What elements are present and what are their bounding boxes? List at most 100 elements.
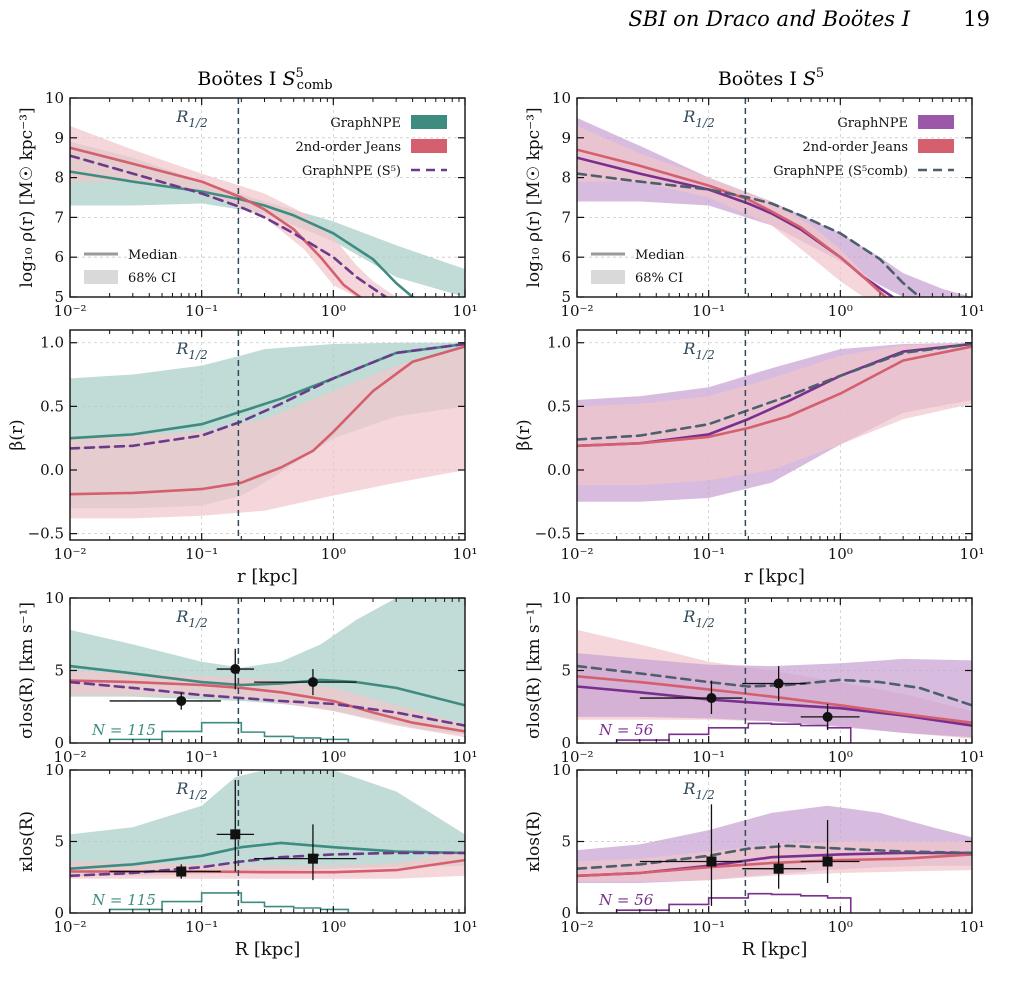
y-axis-label: β(r) — [7, 419, 27, 450]
y-tick-label: 0.0 — [40, 461, 64, 479]
data-point — [109, 692, 221, 710]
y-axis-label: log₁₀ ρ(r) [M☉ kpc⁻³] — [524, 107, 544, 287]
data-point — [216, 780, 255, 872]
legend-label: GraphNPE (S⁵comb) — [773, 164, 908, 179]
r-half-subscript: 1/2 — [188, 348, 207, 362]
x-tick-label: 10⁻² — [53, 545, 86, 563]
median-line-2nd-order-jeans — [577, 148, 887, 297]
data-point — [742, 842, 807, 889]
y-tick-label: 1.0 — [547, 334, 571, 352]
y-tick-label: 5 — [54, 833, 64, 851]
r-half-subscript: 1/2 — [188, 616, 207, 630]
x-tick-label: 10⁻² — [560, 302, 593, 320]
x-tick-label: 10⁻¹ — [692, 918, 725, 936]
band-graphnpe — [577, 653, 972, 738]
y-tick-label: 0 — [561, 904, 571, 922]
x-tick-label: 10⁻² — [53, 918, 86, 936]
y-tick-label: 10 — [552, 589, 571, 607]
legend-swatch — [411, 139, 447, 153]
x-tick-label: 10⁰ — [828, 545, 853, 563]
x-tick-label: 10⁻¹ — [185, 545, 218, 563]
y-tick-label: −0.5 — [535, 525, 571, 543]
x-tick-label: 10⁻² — [560, 918, 593, 936]
data-point — [800, 703, 860, 730]
legend-label: 2nd-order Jeans — [803, 140, 908, 155]
y-tick-label: 10 — [45, 761, 64, 779]
data-point — [742, 666, 807, 701]
data-point — [254, 824, 357, 881]
sample-size-label: N = 56 — [598, 721, 654, 739]
x-tick-label: 10⁻¹ — [692, 545, 725, 563]
plot-area — [577, 770, 972, 913]
x-tick-label: 10⁻² — [53, 302, 86, 320]
data-point — [254, 669, 357, 696]
median-line-graphnpe — [577, 685, 972, 727]
median-line-2nd-order-jeans — [70, 146, 362, 297]
x-tick-label: 10⁻² — [560, 545, 593, 563]
legend-label: GraphNPE — [330, 116, 401, 131]
median-line-2nd-order-jeans — [70, 679, 465, 733]
plot-area — [70, 330, 465, 540]
sample-size-label: N = 115 — [91, 891, 156, 909]
column-title-left-symbol: S — [282, 68, 295, 90]
page-number: 19 — [963, 7, 990, 31]
r-half-subscript: 1/2 — [188, 116, 207, 130]
marker-square — [773, 863, 784, 874]
legend-swatch — [918, 115, 954, 129]
y-axis-label: β(r) — [514, 419, 534, 450]
y-tick-label: 7 — [561, 208, 571, 226]
marker-square — [822, 856, 833, 867]
panel-kappa_left: 10⁻² 10⁻¹ 10⁰ 10¹ 0 5 10 κlos(R) R [kpc] R1/2 N = … — [17, 761, 478, 960]
x-tick-label: 10⁰ — [828, 748, 853, 766]
x-tick-label: 10⁻¹ — [185, 918, 218, 936]
sample-size-label: N = 115 — [91, 721, 156, 739]
y-tick-label: 1.0 — [40, 334, 64, 352]
marker-circle — [773, 678, 784, 689]
legend-swatch — [411, 115, 447, 129]
dashed-line-graphnpe-s- — [70, 154, 387, 297]
legend-ci-swatch — [591, 270, 625, 284]
y-tick-label: 9 — [561, 129, 571, 147]
legend-ci-label: 68% CI — [635, 271, 683, 286]
panel-rho_left: 10⁻² 10⁻¹ 10⁰ 10¹ 5 6 7 8 9 10 log₁₀ ρ(r) [M☉ kpc⁻… — [17, 89, 478, 320]
dashed-line-graphnpe-s- — [70, 680, 465, 727]
marker-circle — [706, 693, 717, 704]
marker-circle — [176, 695, 187, 706]
median-line-2nd-order-jeans — [577, 345, 972, 448]
data-point — [639, 680, 743, 714]
data-point — [800, 820, 860, 883]
plot-area — [577, 598, 972, 743]
data-point — [216, 648, 255, 690]
dashed-line-graphnpe-s-comb- — [577, 844, 972, 870]
y-tick-label: 9 — [54, 129, 64, 147]
y-axis-label: κlos(R) — [524, 811, 544, 872]
legend-swatch — [918, 139, 954, 153]
column-title-right-main: Boötes I — [718, 68, 803, 90]
x-axis-label: r [kpc] — [744, 566, 805, 587]
r-half-subscript: 1/2 — [695, 348, 714, 362]
column-title-left-sup: 5 — [296, 66, 304, 81]
marker-square — [230, 829, 241, 840]
panel-sigma_left: 10⁻² 10⁻¹ 10⁰ 10¹ 0 5 10 σlos(R) [km s⁻¹] R1/2 N … — [17, 589, 478, 766]
marker-circle — [230, 664, 241, 675]
legend-label: GraphNPE (S⁵) — [302, 164, 401, 179]
y-tick-label: −0.5 — [28, 525, 64, 543]
y-tick-label: 0 — [561, 734, 571, 752]
y-tick-label: 6 — [561, 248, 571, 266]
legend-median-label: Median — [635, 248, 685, 263]
x-tick-label: 10¹ — [959, 748, 984, 766]
column-title-left-main: Boötes I — [197, 68, 282, 90]
legend-label: GraphNPE — [837, 116, 908, 131]
y-axis-label: σlos(R) [km s⁻¹] — [524, 602, 544, 739]
x-tick-label: 10⁻¹ — [692, 302, 725, 320]
dashed-line-graphnpe-s- — [70, 342, 465, 450]
r-half-label: R1/2 — [175, 779, 207, 802]
x-tick-label: 10⁰ — [828, 918, 853, 936]
data-histogram — [108, 721, 350, 743]
r-half-label: R1/2 — [682, 107, 714, 130]
median-line-2nd-order-jeans — [577, 675, 972, 724]
marker-circle — [307, 677, 318, 688]
x-tick-label: 10¹ — [959, 918, 984, 936]
column-title-right-sup: 5 — [816, 66, 824, 81]
